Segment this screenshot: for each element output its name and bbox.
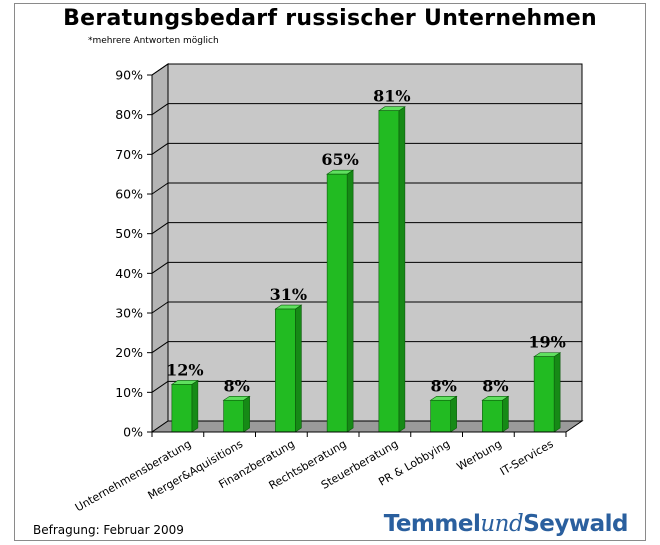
gridline-diagonal bbox=[151, 261, 169, 274]
x-tick-label: Werbung bbox=[455, 437, 504, 473]
data-label: 65% bbox=[321, 150, 358, 169]
bar-side bbox=[502, 395, 509, 433]
plot-back-wall bbox=[167, 63, 583, 422]
logo-part-2: und bbox=[480, 511, 524, 537]
chart-title: Beratungsbedarf russischer Unternehmen bbox=[63, 6, 597, 31]
gridline-diagonal bbox=[151, 103, 169, 116]
logo-part-3: Seywald bbox=[523, 511, 628, 537]
bar bbox=[482, 399, 503, 433]
bar-side bbox=[191, 379, 199, 433]
footer-source: Befragung: Februar 2009 bbox=[33, 523, 184, 537]
y-tick-label: 20% bbox=[115, 345, 143, 360]
bar bbox=[430, 399, 451, 433]
gridline-diagonal bbox=[151, 182, 169, 195]
bar-side bbox=[295, 304, 302, 433]
y-tick-label: 60% bbox=[115, 187, 143, 202]
data-label: 12% bbox=[166, 360, 203, 379]
bar-side bbox=[346, 169, 354, 433]
x-tick-label: Merger&Aquisitions bbox=[146, 437, 246, 502]
bar-side bbox=[450, 395, 457, 433]
bar bbox=[533, 356, 555, 433]
gridline-diagonal bbox=[151, 63, 169, 76]
bar-side bbox=[398, 106, 406, 433]
logo-part-1: Temmel bbox=[383, 511, 481, 537]
data-label: 8% bbox=[223, 376, 249, 395]
gridline-diagonal bbox=[151, 380, 169, 393]
data-label: 31% bbox=[270, 285, 307, 304]
y-tick-label: 0% bbox=[123, 425, 143, 440]
gridline-diagonal bbox=[151, 341, 169, 354]
y-tick-label: 90% bbox=[115, 68, 143, 83]
y-tick-label: 50% bbox=[115, 226, 143, 241]
bar bbox=[378, 110, 400, 433]
y-tick-label: 30% bbox=[115, 306, 143, 321]
data-label: 19% bbox=[528, 333, 565, 352]
y-tick-label: 70% bbox=[115, 147, 143, 162]
y-tick-label: 80% bbox=[115, 107, 143, 122]
x-tick-label: IT-Services bbox=[498, 437, 556, 478]
bar bbox=[326, 173, 348, 433]
y-tick-label: 40% bbox=[115, 266, 143, 281]
gridline-diagonal bbox=[151, 142, 169, 155]
bar-side bbox=[243, 395, 250, 433]
bar bbox=[275, 308, 296, 433]
company-logo: TemmelundSeywald bbox=[383, 511, 629, 537]
data-label: 8% bbox=[482, 376, 508, 395]
gridline-diagonal bbox=[151, 301, 169, 314]
data-label: 8% bbox=[430, 376, 456, 395]
chart-subtitle: *mehrere Antworten möglich bbox=[88, 36, 219, 46]
plot-floor bbox=[150, 420, 584, 433]
bar bbox=[171, 384, 193, 433]
data-label: 81% bbox=[373, 87, 410, 106]
bar bbox=[223, 399, 244, 433]
gridline-diagonal bbox=[151, 222, 169, 235]
y-tick-label: 10% bbox=[115, 385, 143, 400]
bar-side bbox=[553, 352, 561, 433]
